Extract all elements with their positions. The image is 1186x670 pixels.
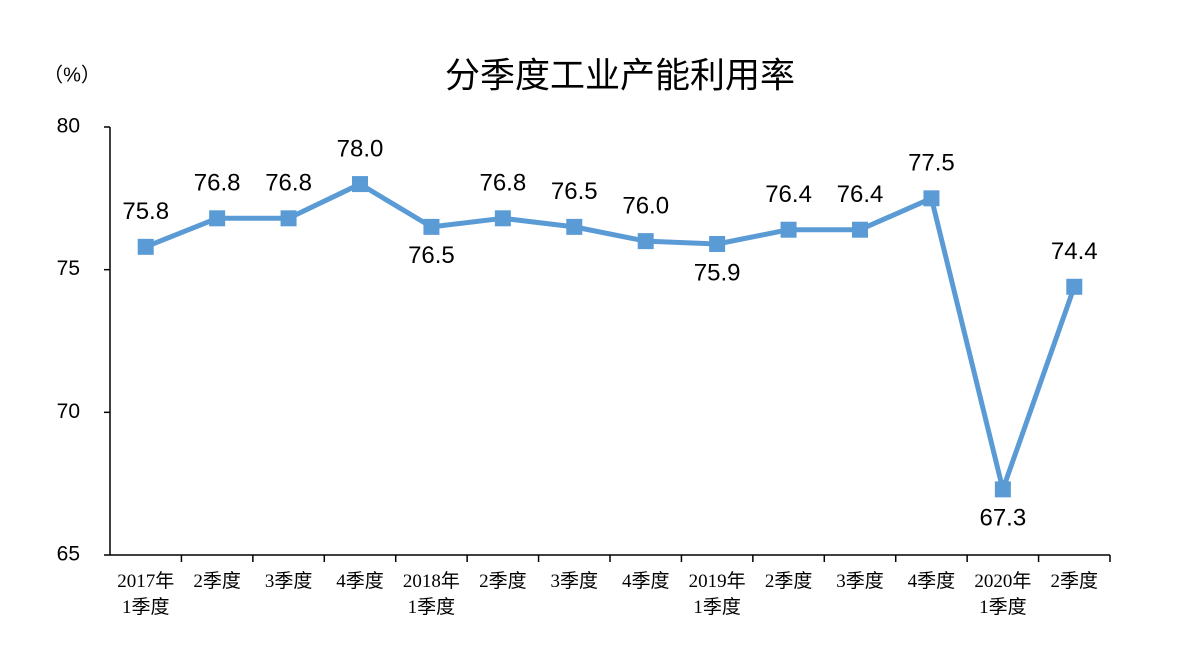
- value-label: 77.5: [908, 150, 955, 177]
- value-label: 76.4: [837, 181, 884, 208]
- point-marker: [494, 210, 511, 227]
- point-marker: [709, 235, 726, 252]
- chart-title: 分季度工业产能利用率: [445, 56, 795, 95]
- point-marker: [780, 221, 797, 238]
- y-tick-label: 70: [57, 400, 80, 423]
- x-tick-label: 3季度: [551, 570, 599, 592]
- point-marker: [994, 481, 1011, 498]
- point-marker: [423, 218, 440, 235]
- point-marker: [352, 176, 368, 193]
- x-tick-label: 2017年 1季度: [117, 570, 174, 618]
- x-tick-label: 2季度: [193, 570, 241, 592]
- point-marker: [852, 221, 868, 238]
- value-label: 76.5: [408, 242, 455, 269]
- value-label: 76.0: [622, 192, 669, 219]
- value-label: 76.8: [479, 170, 526, 197]
- y-axis-label: （%）: [43, 63, 101, 86]
- x-tick-label: 2018年 1季度: [403, 570, 460, 618]
- y-tick-label: 80: [57, 115, 80, 138]
- value-label: 67.3: [979, 505, 1026, 532]
- x-tick-label: 4季度: [622, 570, 670, 592]
- x-tick-label: 4季度: [908, 570, 956, 592]
- point-marker: [209, 210, 226, 227]
- y-tick-label: 75: [57, 257, 80, 280]
- x-tick-label: 2020年 1季度: [974, 570, 1031, 618]
- point-marker: [137, 238, 154, 255]
- value-label: 75.8: [122, 198, 169, 225]
- series-line: [144, 181, 1077, 492]
- x-tick-label: 2季度: [1051, 570, 1099, 592]
- value-label: 74.4: [1051, 238, 1098, 265]
- value-label: 78.0: [337, 135, 384, 162]
- x-tick-label: 3季度: [265, 570, 313, 592]
- x-tick-label: 2019年 1季度: [689, 570, 746, 618]
- x-tick-label: 2季度: [765, 570, 813, 592]
- value-label: 75.9: [694, 259, 741, 286]
- point-marker: [280, 210, 297, 227]
- x-tick-label: 4季度: [336, 570, 384, 592]
- value-label: 76.8: [265, 170, 312, 197]
- value-label: 76.5: [551, 178, 598, 205]
- value-label: 76.8: [194, 170, 241, 197]
- point-marker: [923, 190, 940, 207]
- point-marker: [1066, 278, 1083, 295]
- point-marker: [637, 233, 654, 250]
- x-tick-label: 3季度: [836, 570, 884, 592]
- x-tick-label: 2季度: [479, 570, 527, 592]
- point-marker: [566, 218, 583, 235]
- y-tick-label: 65: [57, 543, 80, 566]
- value-label: 76.4: [765, 181, 812, 208]
